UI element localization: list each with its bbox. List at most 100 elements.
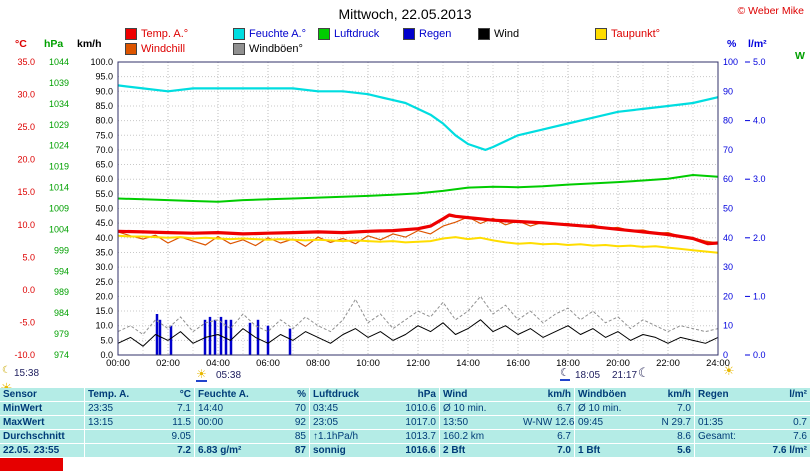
tick-label-hPa: 1004 (49, 224, 69, 234)
cell (85, 430, 140, 443)
series-windchill (117, 216, 719, 247)
table-row: Durchschnitt 9.05 85 ↑1.1hPa/h 1013.7 160.2 k… (0, 430, 810, 444)
x-tick-label: 04:00 (206, 358, 230, 369)
tick-label-°C: 35.0 (17, 57, 35, 67)
table-row: MaxWert 13:15 11.5 00:00 92 23:05 1017.0 13:50 W… (0, 416, 810, 430)
tick-label-km/h: 90.0 (95, 86, 113, 96)
tick-label-%: 80 (723, 116, 733, 126)
cell: 2 Bft (443, 445, 466, 456)
tick-label-km/h: 50.0 (95, 204, 113, 214)
tick-label-l/m²: 2.0 (753, 233, 766, 243)
tick-label-°C: 0.0 (22, 285, 35, 295)
legend-swatch (233, 28, 245, 40)
summary-table: Sensor Temp. A. °C Feuchte A.% Luftdruck hPa W… (0, 388, 810, 458)
x-tick-label: 20:00 (606, 358, 630, 369)
tick-label-km/h: 0.0 (100, 350, 113, 360)
x-tick-label: 00:00 (106, 358, 130, 369)
x-tick-label: 02:00 (156, 358, 180, 369)
cell: Windböen (578, 389, 627, 400)
legend-item-wind: Wind (478, 28, 519, 40)
legend-label: Temp. A.° (141, 28, 189, 40)
x-tick-label: 08:00 (306, 358, 330, 369)
cell: 7.0 (520, 444, 575, 457)
tick-label-km/h: 15.0 (95, 306, 113, 316)
tick-label-km/h: 35.0 (95, 247, 113, 257)
x-tick-label: 10:00 (356, 358, 380, 369)
legend-item-windben: Windböen° (233, 43, 303, 55)
tick-label-hPa: 999 (54, 245, 69, 255)
table-row: 22.05. 23:55 7.2 6.83 g/m² 87 sonnig 1016.6 2 … (0, 444, 810, 458)
row-label: Durchschnitt (0, 430, 85, 443)
tick-label-km/h: 65.0 (95, 160, 113, 170)
cell: km/h (520, 388, 575, 401)
series-luftdruck (117, 174, 719, 203)
tick-label-hPa: 1039 (49, 78, 69, 88)
tick-label-km/h: 70.0 (95, 145, 113, 155)
x-tick-label: 16:00 (506, 358, 530, 369)
x-tick-label: 18:00 (556, 358, 580, 369)
series-taupunkt (117, 234, 719, 254)
x-tick-label: 06:00 (256, 358, 280, 369)
cell: 00:00 (198, 417, 224, 428)
moon-time-label: 15:38 (14, 368, 40, 379)
cell: Ø 10 min. (443, 403, 487, 414)
tick-label-°C: -10.0 (14, 350, 35, 360)
cell: hPa (385, 388, 440, 401)
tick-label-°C: 25.0 (17, 122, 35, 132)
tick-label-%: 20 (723, 291, 733, 301)
tick-label-%: 100 (723, 57, 738, 67)
legend-label: Luftdruck (334, 28, 380, 40)
cell: Regen (698, 389, 729, 400)
tick-label-km/h: 60.0 (95, 174, 113, 184)
row-label: Sensor (0, 388, 85, 401)
row-label: MaxWert (0, 416, 85, 429)
sunrise-time-label: 05:38 (216, 370, 242, 381)
axis-unit-lm2: l/m² (748, 38, 767, 50)
cell (695, 444, 755, 457)
cell: 7.0 (650, 402, 695, 415)
tick-label-hPa: 1009 (49, 204, 69, 214)
legend-label: Wind (494, 28, 520, 40)
row-label: 22.05. 23:55 (0, 444, 85, 457)
axis-unit-percent: % (727, 38, 737, 50)
legend-item-tempa: Temp. A.° (125, 28, 188, 40)
cell: 9.05 (140, 430, 195, 443)
moon-icon: ☾ (638, 365, 650, 380)
axis-unit-kmh: km/h (77, 38, 102, 50)
tick-label-%: 50 (723, 204, 733, 214)
cell: 23:05 (313, 417, 339, 428)
cell: 1013.7 (385, 430, 440, 443)
cell: km/h (650, 388, 695, 401)
legend-label: Regen (419, 28, 452, 40)
cell (575, 430, 650, 443)
cell: 87 (265, 444, 310, 457)
axis-unit-celsius: °C (15, 38, 27, 50)
legend-swatch (403, 28, 415, 40)
tick-label-km/h: 45.0 (95, 218, 113, 228)
tick-label-°C: 20.0 (17, 155, 35, 165)
cell: 1017.0 (385, 416, 440, 429)
series-temp (117, 213, 719, 246)
cell: 01:35 (698, 417, 724, 428)
cell: 6.7 (520, 402, 575, 415)
tick-label-°C: 30.0 (17, 90, 35, 100)
x-tick-label: 24:00 (706, 358, 730, 369)
cell: 03:45 (313, 403, 339, 414)
tick-label-°C: 10.0 (17, 220, 35, 230)
series-feuchte (117, 84, 719, 151)
cell: sonnig (313, 445, 346, 456)
tick-label-km/h: 55.0 (95, 189, 113, 199)
tick-label-km/h: 95.0 (95, 72, 113, 82)
sunset-time-label: 21:17 (612, 370, 638, 381)
legend-swatch (125, 28, 137, 40)
cell: N 29.7 (650, 416, 695, 429)
page-title: Mittwoch, 22.05.2013 (338, 6, 472, 22)
tick-label-hPa: 1019 (49, 162, 69, 172)
tick-label-km/h: 80.0 (95, 116, 113, 126)
cell: W-NW 12.6 (520, 416, 575, 429)
cell: 6.7 (520, 430, 575, 443)
cell: 160.2 km (443, 431, 485, 442)
legend-label: Windchill (141, 43, 186, 55)
tick-label-%: 90 (723, 86, 733, 96)
cell: Gesamt: (698, 431, 736, 442)
